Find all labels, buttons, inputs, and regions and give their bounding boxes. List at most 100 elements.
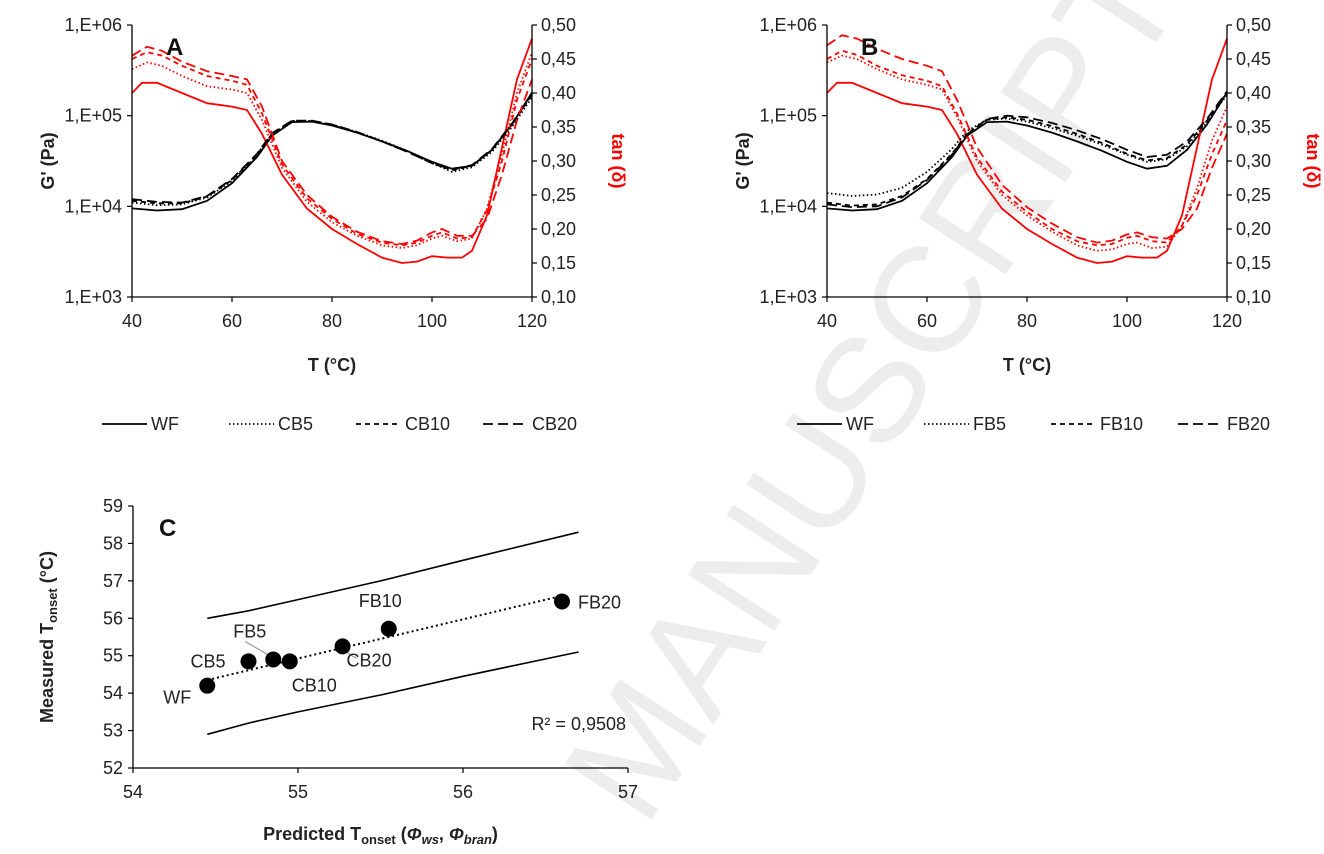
data-point-cb5 [240, 653, 257, 670]
panel-a-tand-line-cb10 [131, 51, 533, 247]
x-tick-label: 57 [618, 782, 638, 802]
x-label-text: ( [396, 824, 407, 844]
legend-label-fb5: FB5 [973, 414, 1006, 434]
panel-a-gprime-line-wf [131, 92, 533, 212]
y-label-text: (°C) [37, 551, 57, 588]
x-label-subscript: onset [361, 832, 396, 847]
x-tick-label: 40 [817, 311, 837, 331]
panel-b-tand-line-fb5 [826, 54, 1228, 252]
y-tick-label: 52 [103, 758, 123, 778]
x-tick-label: 100 [1112, 311, 1142, 331]
panel-b-plot-lines [826, 34, 1228, 264]
y-right-tick-label: 0,25 [1236, 185, 1271, 205]
panel-b-x-axis-label: T (°C) [1003, 355, 1051, 375]
y-tick-label: 53 [103, 721, 123, 741]
panel-b: 40 60 80 100 120 1,E+03 1,E+04 1,E+05 1,E+06 0,10… [733, 15, 1323, 434]
panel-b-legend: WF FB5 FB10 FB20 [797, 414, 1270, 434]
data-label-fb20: FB20 [578, 592, 621, 612]
y-right-tick-label: 0,50 [1236, 15, 1271, 35]
panel-b-gprime-line-fb20 [826, 90, 1228, 209]
panel-a-tand-line-cb5 [131, 51, 533, 249]
x-label-text: , [439, 824, 449, 844]
legend-label-cb10: CB10 [405, 414, 450, 434]
x-label-text: Predicted T [263, 824, 361, 844]
x-label-symbol: Φ [407, 824, 422, 844]
panel-b-gprime-line-fb5 [826, 94, 1228, 197]
y-left-tick-label: 1,E+03 [64, 287, 122, 307]
panel-a-gprime-line-cb20 [131, 93, 533, 204]
y-right-tick-label: 0,45 [1236, 49, 1271, 69]
panel-c-letter: C [159, 515, 176, 542]
y-right-tick-label: 0,20 [541, 219, 576, 239]
y-tick-label: 59 [103, 496, 123, 516]
y-left-tick-label: 1,E+03 [759, 287, 817, 307]
panel-a-tand-line-cb20 [131, 45, 533, 245]
leader-line-fb5 [244, 640, 270, 656]
y-tick-label: 56 [103, 608, 123, 628]
legend-label-wf: WF [846, 414, 874, 434]
data-label-wf: WF [163, 688, 191, 708]
panel-a-legend: WF CB5 CB10 CB20 [102, 414, 577, 434]
y-right-tick-label: 0,15 [541, 253, 576, 273]
y-tick-label: 55 [103, 646, 123, 666]
y-label-text: Measured T [37, 623, 57, 723]
trendline [207, 594, 563, 682]
panel-b-tand-line-fb10 [826, 49, 1228, 247]
x-label-subscript: ws [422, 832, 439, 847]
y-left-tick-label: 1,E+05 [759, 106, 817, 126]
panel-a-gprime-line-cb5 [131, 96, 533, 207]
y-right-tick-label: 0,10 [541, 287, 576, 307]
y-left-tick-label: 1,E+04 [759, 196, 817, 216]
x-label-subscript: bran [464, 832, 492, 847]
x-tick-label: 60 [917, 311, 937, 331]
y-right-tick-label: 0,30 [1236, 151, 1271, 171]
panel-c-x-axis-label: Predicted Tonset (Φws, Φbran) [263, 824, 498, 847]
panel-a-y-right-label: tan (δ) [608, 134, 628, 189]
panel-b-letter: B [861, 34, 878, 61]
panel-a-gprime-line-cb10 [131, 94, 533, 205]
panel-b-y-right-label: tan (δ) [1303, 134, 1323, 189]
data-label-cb5: CB5 [191, 651, 226, 671]
leader-line-cb20 [346, 651, 357, 659]
x-tick-label: 80 [1017, 311, 1037, 331]
panel-a-tand-line-wf [131, 38, 533, 264]
x-label-symbol: Φ [449, 824, 464, 844]
panel-a-plot-lines [131, 38, 533, 264]
panel-a-axes: 40 60 80 100 120 1,E+03 1,E+04 1,E+05 1,E+06 0,10… [38, 15, 628, 375]
y-tick-label: 54 [103, 683, 123, 703]
panel-a-y-left-label: G' (Pa) [38, 132, 58, 189]
y-right-tick-label: 0,35 [1236, 117, 1271, 137]
y-right-tick-label: 0,25 [541, 185, 576, 205]
x-tick-label: 56 [453, 782, 473, 802]
panel-b-tand-line-fb20 [826, 34, 1228, 244]
data-point-fb5 [265, 651, 282, 668]
r-squared-annotation: R² = 0,9508 [531, 714, 626, 734]
y-right-tick-label: 0,40 [541, 83, 576, 103]
data-label-cb20: CB20 [347, 650, 392, 670]
y-right-tick-label: 0,50 [541, 15, 576, 35]
y-right-tick-label: 0,20 [1236, 219, 1271, 239]
y-right-tick-label: 0,45 [541, 49, 576, 69]
data-point-cb20 [334, 638, 351, 655]
panel-a-letter: A [166, 34, 183, 61]
x-tick-label: 55 [288, 782, 308, 802]
panel-a-x-axis-label: T (°C) [308, 355, 356, 375]
x-tick-label: 54 [123, 782, 143, 802]
data-point-wf [199, 677, 216, 694]
panel-a: 40 60 80 100 120 1,E+03 1,E+04 1,E+05 1,E+06 0,10… [38, 15, 628, 434]
legend-label-fb20: FB20 [1227, 414, 1270, 434]
y-left-tick-label: 1,E+06 [64, 15, 122, 35]
panel-b-y-left-label: G' (Pa) [733, 132, 753, 189]
confidence-band-lower [207, 651, 579, 736]
panel-b-gprime-line-fb10 [826, 91, 1228, 207]
x-tick-label: 120 [1212, 311, 1242, 331]
legend-label-wf: WF [151, 414, 179, 434]
y-left-tick-label: 1,E+06 [759, 15, 817, 35]
y-right-tick-label: 0,15 [1236, 253, 1271, 273]
legend-label-fb10: FB10 [1100, 414, 1143, 434]
y-left-tick-label: 1,E+05 [64, 106, 122, 126]
panel-b-axes: 40 60 80 100 120 1,E+03 1,E+04 1,E+05 1,E+06 0,10… [733, 15, 1323, 375]
